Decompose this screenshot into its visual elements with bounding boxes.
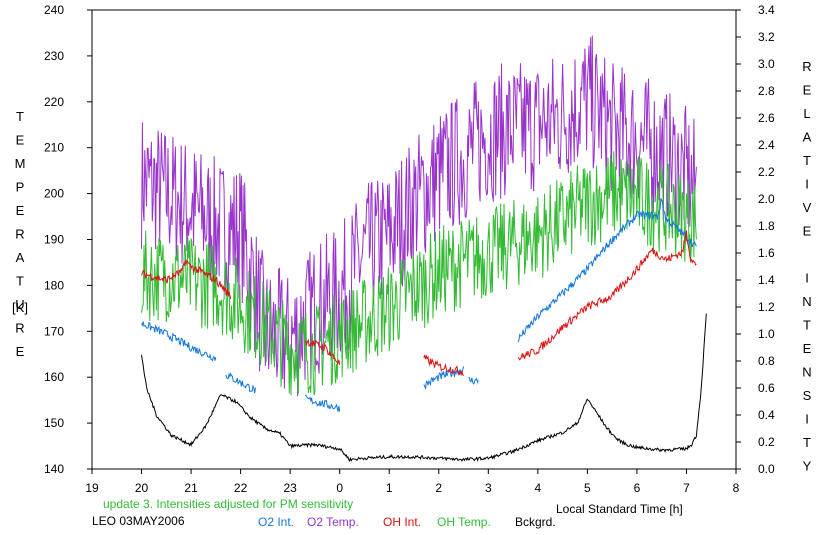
o2-int-line xyxy=(468,376,479,385)
x-tick-label: 19 xyxy=(85,481,99,495)
y-right-label-letter: I xyxy=(805,271,809,286)
y-left-label-letter: E xyxy=(16,203,25,218)
y-left-label-letter: E xyxy=(16,133,25,148)
y-left-tick-label: 240 xyxy=(44,3,64,17)
y-right-tick-label: 2.4 xyxy=(758,138,775,152)
legend-bckgrd: Bckgrd. xyxy=(515,515,556,529)
y-left-label-letter: M xyxy=(15,156,26,171)
y-left-label-letter: R xyxy=(15,227,24,242)
y-right-tick-label: 1.2 xyxy=(758,300,775,314)
oh-int-line xyxy=(423,354,464,377)
y-right-tick-label: 1.0 xyxy=(758,327,775,341)
y-right-label-letter: T xyxy=(803,318,811,333)
x-tick-label: 3 xyxy=(485,481,492,495)
y-right-tick-label: 0.4 xyxy=(758,408,775,422)
y-left-label-letter: T xyxy=(16,274,24,289)
y-right-label-letter: T xyxy=(803,435,811,450)
o2-int-line xyxy=(141,321,217,362)
oh-int-line xyxy=(141,258,232,300)
legend-oh-int: OH Int. xyxy=(383,515,422,529)
y-right-label-letter: L xyxy=(803,106,810,121)
y-right-tick-label: 0.0 xyxy=(758,462,775,476)
o2-int-line xyxy=(423,366,464,391)
y-left-tick-label: 150 xyxy=(44,416,64,430)
x-tick-label: 22 xyxy=(234,481,248,495)
x-tick-label: 4 xyxy=(535,481,542,495)
y-right-tick-label: 2.0 xyxy=(758,192,775,206)
x-tick-label: 7 xyxy=(683,481,690,495)
ticks-layer: 19 20 21 22 23 0 1 2 3 4 5 6 7 8140150160170180190200… xyxy=(44,3,775,495)
y-right-label-letter: E xyxy=(803,341,812,356)
y-left-tick-label: 180 xyxy=(44,278,64,292)
y-left-label-letter: P xyxy=(16,180,25,195)
o2-int-line xyxy=(517,197,697,343)
y-right-tick-label: 3.2 xyxy=(758,30,775,44)
y-left-tick-label: 160 xyxy=(44,370,64,384)
data-layer xyxy=(141,35,707,463)
o2-int-line xyxy=(304,394,341,412)
x-tick-label: 0 xyxy=(336,481,343,495)
o2-int-line xyxy=(225,372,256,394)
y-right-label-letter: N xyxy=(802,294,811,309)
x-tick-label: 6 xyxy=(634,481,641,495)
y-right-label-letter: I xyxy=(805,412,809,427)
o2-temp-line xyxy=(141,35,697,397)
y-right-label-letter: E xyxy=(803,224,812,239)
legend-oh-temp: OH Temp. xyxy=(437,515,491,529)
y-right-label-letter: N xyxy=(802,365,811,380)
plot-frame xyxy=(91,9,737,470)
y-right-label-letter: T xyxy=(803,153,811,168)
oh-temp-line xyxy=(141,151,697,396)
bckgrd-line xyxy=(141,313,707,463)
y-left-label-letter: U xyxy=(15,297,24,312)
y-right-tick-label: 3.0 xyxy=(758,57,775,71)
x-tick-label: 1 xyxy=(386,481,393,495)
y-left-tick-label: 140 xyxy=(44,462,64,476)
y-right-tick-label: 3.4 xyxy=(758,3,775,17)
annotation-text: update 3. Intensities adjusted for PM se… xyxy=(103,497,354,511)
y-left-tick-label: 230 xyxy=(44,49,64,63)
y-right-tick-label: 0.6 xyxy=(758,381,775,395)
y-left-label-letter: E xyxy=(16,344,25,359)
y-right-label-letter: V xyxy=(803,200,812,215)
y-right-tick-label: 0.2 xyxy=(758,435,775,449)
oh-int-line xyxy=(517,230,697,361)
legend-o2-temp: O2 Temp. xyxy=(307,515,359,529)
legend-o2-int: O2 Int. xyxy=(258,515,295,529)
y-right-tick-label: 2.6 xyxy=(758,111,775,125)
x-tick-label: 5 xyxy=(584,481,591,495)
y-right-tick-label: 2.2 xyxy=(758,165,775,179)
y-right-tick-label: 2.8 xyxy=(758,84,775,98)
y-right-label-letter: R xyxy=(802,59,811,74)
x-tick-label: 2 xyxy=(435,481,442,495)
y-left-tick-label: 200 xyxy=(44,187,64,201)
x-tick-label: 8 xyxy=(733,481,740,495)
x-tick-label: 20 xyxy=(135,481,149,495)
y-right-tick-label: 1.6 xyxy=(758,246,775,260)
oh-int-line xyxy=(304,338,341,365)
station-label: LEO 03MAY2006 xyxy=(92,514,185,528)
y-left-tick-label: 210 xyxy=(44,141,64,155)
y-right-tick-label: 1.8 xyxy=(758,219,775,233)
y-right-label-letter: S xyxy=(803,388,812,403)
y-right-tick-label: 0.8 xyxy=(758,354,775,368)
y-right-label-letter: Y xyxy=(803,459,812,474)
y-left-tick-label: 170 xyxy=(44,324,64,338)
y-axis-unit-left: [K] xyxy=(12,300,28,315)
x-axis-label: Local Standard Time [h] xyxy=(556,502,683,516)
y-right-tick-label: 1.4 xyxy=(758,273,775,287)
y-right-label-letter: E xyxy=(803,83,812,98)
y-right-label-letter: I xyxy=(805,177,809,192)
y-left-tick-label: 220 xyxy=(44,95,64,109)
x-tick-label: 23 xyxy=(283,481,297,495)
y-right-label-letter: A xyxy=(803,130,812,145)
y-left-label-letter: T xyxy=(16,109,24,124)
y-left-tick-label: 190 xyxy=(44,233,64,247)
x-tick-label: 21 xyxy=(184,481,198,495)
y-left-label-letter: A xyxy=(16,250,25,265)
y-left-label-letter: R xyxy=(15,321,24,336)
